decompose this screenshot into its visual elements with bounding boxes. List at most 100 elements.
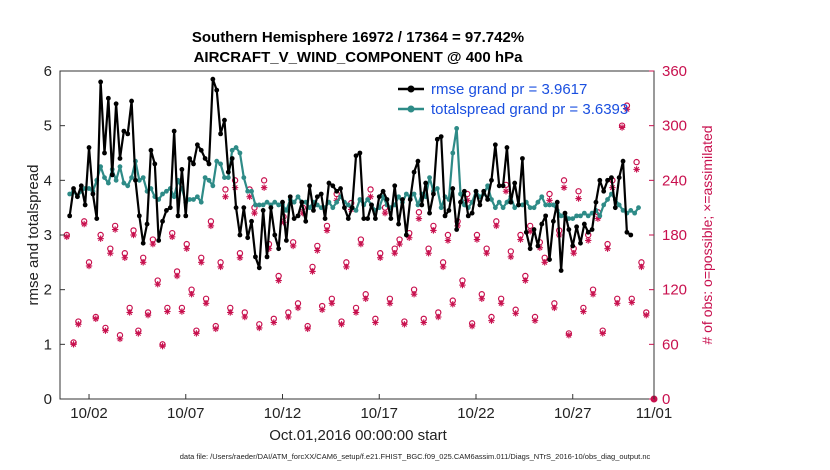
rmse-point — [500, 183, 506, 189]
totalspread-point — [136, 177, 142, 183]
totalspread-point — [620, 208, 626, 213]
obs-assimilated-point — [70, 341, 77, 348]
obs-assimilated-point — [435, 313, 442, 321]
rmse-point — [86, 145, 92, 150]
x-axis-label: Oct.01,2016 00:00:00 start — [269, 427, 447, 444]
obs-assimilated-point — [357, 240, 365, 248]
totalspread-point — [550, 202, 556, 208]
obs-assimilated-point — [623, 106, 631, 113]
obs-possible-point — [546, 190, 553, 198]
rmse-point — [245, 235, 251, 241]
obs-assimilated-point — [377, 254, 384, 261]
rmse-point — [477, 202, 483, 208]
obs-assimilated-point — [507, 253, 515, 261]
obs-assimilated-point — [154, 281, 161, 288]
obs-assimilated-point — [289, 242, 297, 250]
rmse-point — [264, 254, 270, 260]
rmse-point — [272, 232, 278, 238]
totalspread-point — [616, 202, 622, 208]
rmse-point — [78, 183, 84, 189]
totalspread-point — [601, 202, 607, 208]
rmse-point — [609, 175, 614, 181]
totalspread-point — [578, 213, 583, 219]
obs-assimilated-point — [565, 332, 573, 339]
rmse-point — [299, 199, 305, 205]
totalspread-point — [140, 175, 146, 181]
totalspread-point — [164, 188, 169, 194]
y-axis-label: rmse and totalspread — [25, 165, 42, 306]
rmse-point — [268, 205, 274, 211]
obs-assimilated-point — [256, 324, 263, 332]
obs-assimilated-point — [410, 291, 418, 298]
obs-assimilated-point — [294, 304, 302, 312]
totalspread-point — [295, 194, 301, 200]
obs-assimilated-point — [338, 321, 345, 328]
legend-rmse-marker — [407, 85, 415, 93]
obs-assimilated-point — [159, 342, 166, 350]
totalspread-point — [191, 197, 196, 202]
obs-assimilated-point — [222, 193, 229, 200]
rmse-point — [353, 153, 359, 159]
rmse-point — [392, 183, 398, 189]
y2-tick-label: 360 — [662, 63, 687, 80]
rmse-point — [136, 213, 142, 219]
obs-assimilated-point — [362, 295, 369, 302]
totalspread-point — [574, 213, 580, 219]
obs-assimilated-point — [628, 299, 635, 306]
rmse-point — [260, 208, 266, 213]
obs-assimilated-point — [473, 236, 481, 243]
rmse-point — [489, 177, 494, 183]
rmse-point — [624, 229, 630, 235]
obs-assimilated-point — [92, 315, 99, 323]
plot-area — [60, 71, 654, 399]
totalspread-point — [605, 197, 610, 202]
rmse-point — [423, 180, 429, 186]
y-tick-label: 3 — [44, 227, 52, 244]
totalspread-point — [125, 183, 131, 189]
totalspread-point — [206, 177, 212, 183]
rmse-point — [589, 227, 595, 232]
x-tick-label: 10/12 — [264, 405, 302, 422]
totalspread-point — [225, 175, 231, 181]
obs-assimilated-point — [633, 166, 640, 173]
rmse-point — [233, 205, 239, 211]
footer-data-file: data file: /Users/raeder/DAI/ATM_forcXX/… — [180, 452, 651, 461]
rmse-point — [98, 79, 104, 85]
rmse-point — [535, 243, 541, 249]
obs-assimilated-point — [102, 327, 109, 334]
rmse-point — [222, 117, 227, 123]
obs-assimilated-point — [188, 291, 195, 298]
totalspread-point — [291, 199, 297, 205]
legend: rmse grand pr = 3.9617 totalspread grand… — [398, 81, 628, 118]
totalspread-point — [527, 205, 533, 211]
y-tick-label: 2 — [44, 282, 52, 299]
totalspread-point — [496, 199, 502, 205]
rmse-point — [183, 213, 189, 219]
totalspread-point — [365, 197, 371, 202]
y2-tick-label: 120 — [662, 282, 687, 299]
obs-assimilated-point — [352, 309, 360, 316]
totalspread-point — [276, 202, 282, 208]
obs-assimilated-point — [449, 301, 456, 308]
obs-possible-point — [633, 158, 640, 166]
rmse-point — [156, 238, 162, 243]
totalspread-point — [535, 199, 541, 205]
rmse-point — [407, 197, 413, 202]
rmse-point — [90, 191, 96, 197]
totalspread-point — [264, 199, 270, 205]
rmse-point — [311, 208, 316, 213]
obs-assimilated-point — [309, 268, 316, 275]
rmse-point — [349, 205, 355, 211]
rmse-point — [562, 210, 568, 216]
rmse-point — [241, 205, 247, 211]
obs-assimilated-point — [618, 124, 626, 131]
totalspread-point — [171, 194, 177, 200]
rmse-point — [253, 254, 258, 260]
rmse-point — [520, 156, 525, 161]
obs-assimilated-point — [116, 335, 124, 343]
obs-assimilated-point — [512, 310, 519, 317]
totalspread-point — [105, 180, 111, 186]
rmse-point — [442, 213, 448, 219]
obs-assimilated-point — [63, 233, 70, 241]
y-tick-label: 5 — [44, 118, 52, 135]
